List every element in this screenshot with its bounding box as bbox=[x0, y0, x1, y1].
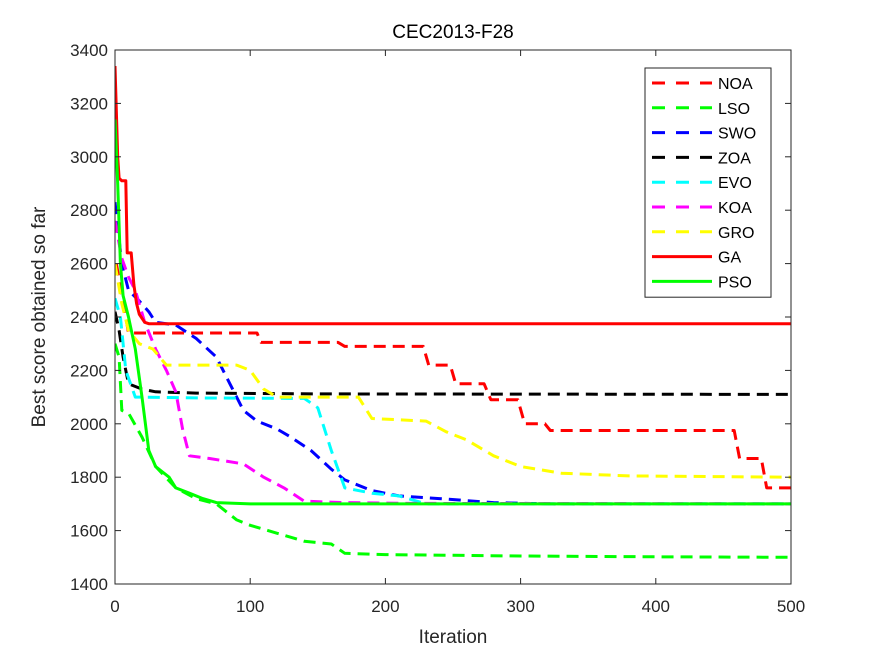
legend-label: ZOA bbox=[718, 150, 751, 167]
legend-label: PSO bbox=[718, 274, 752, 291]
series-line-gro bbox=[115, 263, 791, 479]
series-line-lso bbox=[115, 343, 791, 559]
legend-item-gro: GRO bbox=[652, 225, 754, 242]
y-tick-label: 1600 bbox=[70, 522, 108, 541]
legend-label: NOA bbox=[718, 76, 753, 93]
series-line-koa bbox=[115, 220, 791, 506]
x-tick-label: 300 bbox=[506, 597, 534, 616]
legend-label: GA bbox=[718, 250, 741, 267]
series-line-pso bbox=[115, 119, 791, 506]
legend-item-swo: SWO bbox=[652, 126, 756, 143]
ticks-layer: 0 100 200 300 400 500 1400 1600 1800 2000 2200 2400… bbox=[70, 41, 805, 616]
y-tick-label: 2000 bbox=[70, 415, 108, 434]
y-tick-label: 3200 bbox=[70, 94, 108, 113]
x-tick-label: 100 bbox=[236, 597, 264, 616]
legend-item-lso: LSO bbox=[652, 101, 750, 118]
legend-item-pso: PSO bbox=[652, 274, 752, 291]
legend-label: KOA bbox=[718, 200, 752, 217]
legend-item-noa: NOA bbox=[652, 76, 753, 93]
legend-label: EVO bbox=[718, 175, 752, 192]
x-tick-label: 0 bbox=[110, 597, 119, 616]
y-tick-label: 1400 bbox=[70, 575, 108, 594]
y-axis-title: Best score obtained so far bbox=[29, 206, 50, 427]
series-line-noa bbox=[115, 263, 791, 490]
series-line-evo bbox=[115, 297, 791, 506]
y-tick-label: 2200 bbox=[70, 361, 108, 380]
y-tick-label: 2800 bbox=[70, 201, 108, 220]
x-tick-label: 200 bbox=[371, 597, 399, 616]
legend: NOA LSO SWO ZOA EVO KOA GRO GA PSO bbox=[644, 67, 772, 298]
legend-item-zoa: ZOA bbox=[652, 150, 751, 167]
chart-title: CEC2013-F28 bbox=[392, 22, 513, 43]
series-layer bbox=[115, 65, 791, 559]
legend-item-koa: KOA bbox=[652, 200, 752, 217]
legend-item-evo: EVO bbox=[652, 175, 752, 192]
x-tick-label: 500 bbox=[777, 597, 805, 616]
x-axis-title: Iteration bbox=[419, 627, 488, 648]
legend-label: LSO bbox=[718, 101, 750, 118]
legend-item-ga: GA bbox=[652, 250, 741, 267]
y-tick-label: 2400 bbox=[70, 308, 108, 327]
x-tick-label: 400 bbox=[642, 597, 670, 616]
y-tick-label: 1800 bbox=[70, 468, 108, 487]
legend-label: GRO bbox=[718, 225, 754, 242]
series-line-ga bbox=[115, 65, 791, 326]
y-tick-label: 3000 bbox=[70, 148, 108, 167]
legend-label: SWO bbox=[718, 126, 756, 143]
series-line-swo bbox=[115, 202, 791, 506]
y-tick-label: 3400 bbox=[70, 41, 108, 60]
y-tick-label: 2600 bbox=[70, 255, 108, 274]
